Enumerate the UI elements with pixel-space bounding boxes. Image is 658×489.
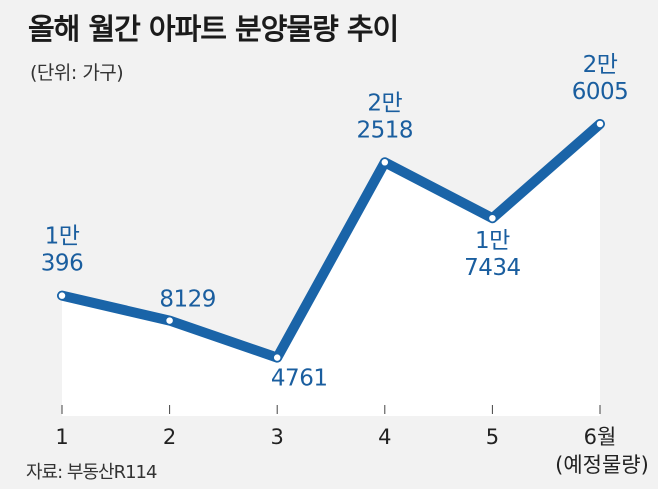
data-label: 396 xyxy=(41,251,83,277)
data-label: 2518 xyxy=(357,117,414,143)
x-tick-label: 2 xyxy=(163,425,176,449)
x-tick-label: 5 xyxy=(486,425,499,449)
data-point xyxy=(164,315,175,326)
source-label: 자료: 부동산R114 xyxy=(26,462,157,483)
x-tick-label: 6월 xyxy=(584,425,617,449)
unit-label: (단위: 가구) xyxy=(30,62,124,84)
x-tick-label: 1 xyxy=(55,425,68,449)
data-point xyxy=(57,290,67,301)
data-point xyxy=(595,119,605,129)
data-label: 1만 xyxy=(475,228,510,254)
data-point xyxy=(380,157,390,168)
series-line xyxy=(57,118,605,363)
data-point xyxy=(272,352,282,363)
data-point xyxy=(487,213,498,223)
data-label: 2만 xyxy=(583,52,618,78)
data-label: 7434 xyxy=(464,255,521,281)
data-label: 1만 xyxy=(45,224,80,250)
x-tick-label: 4 xyxy=(378,425,391,449)
data-label: 4761 xyxy=(271,366,328,392)
data-label: 8129 xyxy=(159,287,216,313)
data-label: 2만 xyxy=(367,90,402,116)
x-tick-label: 3 xyxy=(271,425,284,449)
data-label: 6005 xyxy=(572,79,629,105)
chart-title: 올해 월간 아파트 분양물량 추이 xyxy=(28,12,399,46)
x-tick-note: (예정물량) xyxy=(555,453,649,477)
